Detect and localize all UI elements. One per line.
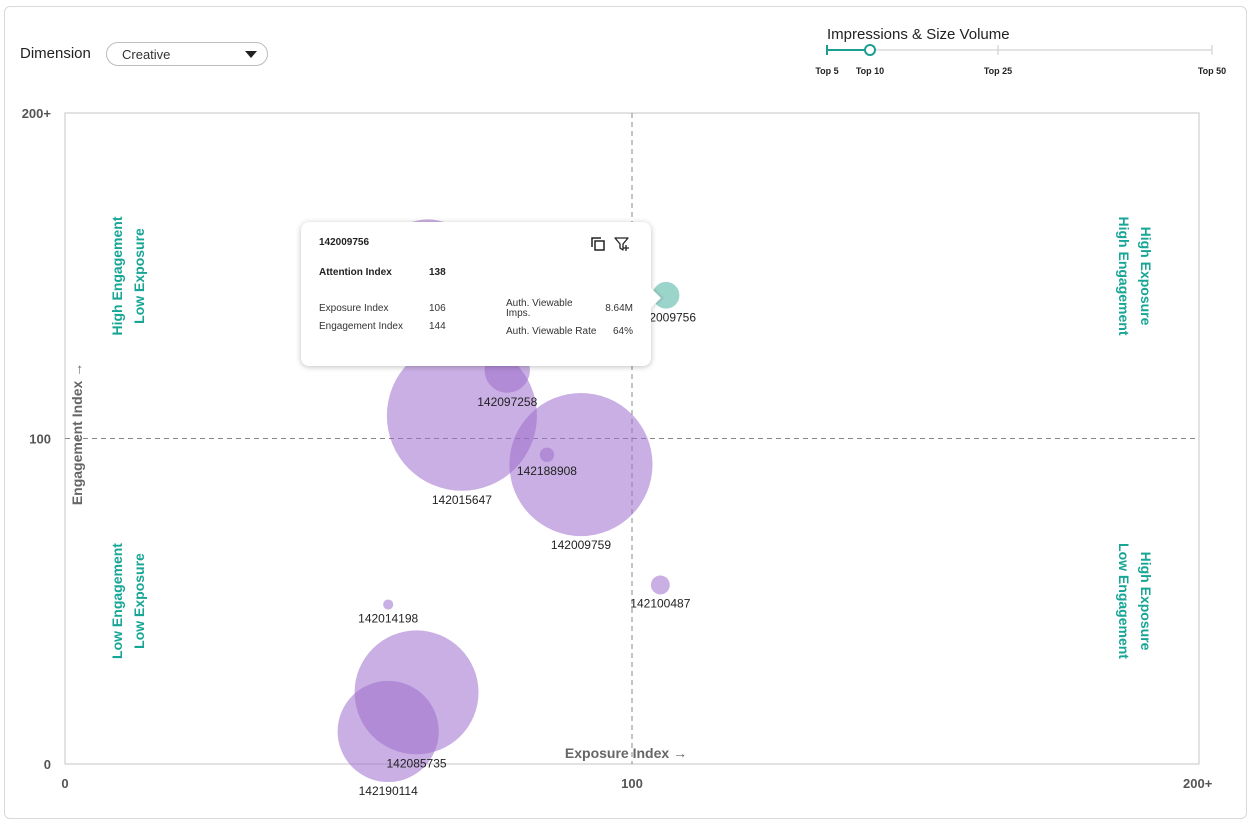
bubble-point[interactable] — [337, 680, 439, 783]
tooltip-id: 142009756 — [319, 237, 370, 248]
y-tick-label: 100 — [29, 432, 51, 447]
quadrant-label: High Exposure — [1138, 552, 1154, 651]
quadrant-label: High Engagement — [109, 216, 125, 335]
attention-index-label: Attention Index — [319, 267, 392, 278]
engagement-index-value: 144 — [429, 321, 446, 332]
quadrant-label: High Engagement — [1116, 216, 1132, 335]
tooltip-arrow — [651, 288, 661, 308]
viewable-rate-value: 64% — [612, 326, 633, 337]
dimension-label: Dimension — [20, 45, 91, 62]
bubble-point[interactable] — [383, 599, 394, 610]
viewable-imps-value: 8.64M — [605, 303, 633, 314]
bubble-label: 142097258 — [477, 395, 537, 409]
slider-stop-label: Top 25 — [984, 66, 1012, 76]
chevron-down-icon — [245, 51, 257, 58]
bubble-label: 142190114 — [359, 784, 419, 798]
bubble-tooltip: 142009756 Attention Index 138 Exposure I… — [301, 222, 661, 366]
viewable-rate-label: Auth. Viewable Rate — [506, 326, 597, 337]
bubble-label: 142015647 — [432, 493, 492, 507]
bubble-label: 142014198 — [358, 612, 418, 626]
slider-stop-label: Top 10 — [856, 66, 884, 76]
bubble-label: 142100487 — [630, 596, 690, 610]
engagement-index-label: Engagement Index — [319, 321, 403, 332]
filter-add-icon[interactable] — [614, 236, 630, 252]
x-axis-title: Exposure Index → — [565, 745, 687, 761]
dimension-select-value: Creative — [122, 47, 171, 62]
viewable-imps-label-line2: Imps. — [506, 308, 531, 319]
quadrant-label: Low Exposure — [131, 228, 147, 324]
quadrant-label: Low Exposure — [131, 553, 147, 649]
dimension-select[interactable]: Creative — [106, 42, 268, 66]
quadrant-label: Low Engagement — [1116, 543, 1132, 659]
exposure-index-value: 106 — [429, 303, 446, 314]
x-tick-label: 0 — [61, 776, 68, 791]
bubble-label: 142009759 — [551, 538, 611, 552]
slider-stop-label: Top 5 — [815, 66, 838, 76]
exposure-index-label: Exposure Index — [319, 303, 389, 314]
x-tick-label: 100 — [621, 776, 643, 791]
bubble-label: 142009756 — [636, 311, 696, 325]
bubble-label: 142188908 — [517, 464, 577, 478]
slider-title: Impressions & Size Volume — [827, 26, 1010, 43]
bubble-point[interactable] — [539, 447, 555, 462]
viewable-imps-label-line1: Auth. Viewable — [506, 298, 573, 309]
quadrant-label: Low Engagement — [109, 543, 125, 659]
x-tick-label: 200+ — [1183, 776, 1213, 791]
y-axis-title: Engagement Index → — [69, 363, 85, 505]
slider-stop-label: Top 50 — [1198, 66, 1226, 76]
slider-handle[interactable] — [864, 44, 876, 56]
bubble-label: 142085735 — [387, 756, 447, 770]
quadrant-label: High Exposure — [1138, 227, 1154, 326]
y-tick-label: 0 — [44, 757, 51, 772]
copy-icon[interactable] — [590, 236, 606, 252]
y-tick-label: 200+ — [22, 106, 52, 121]
attention-index-value: 138 — [429, 267, 446, 278]
bubble-point[interactable] — [509, 392, 653, 537]
bubble-point[interactable] — [650, 575, 670, 595]
